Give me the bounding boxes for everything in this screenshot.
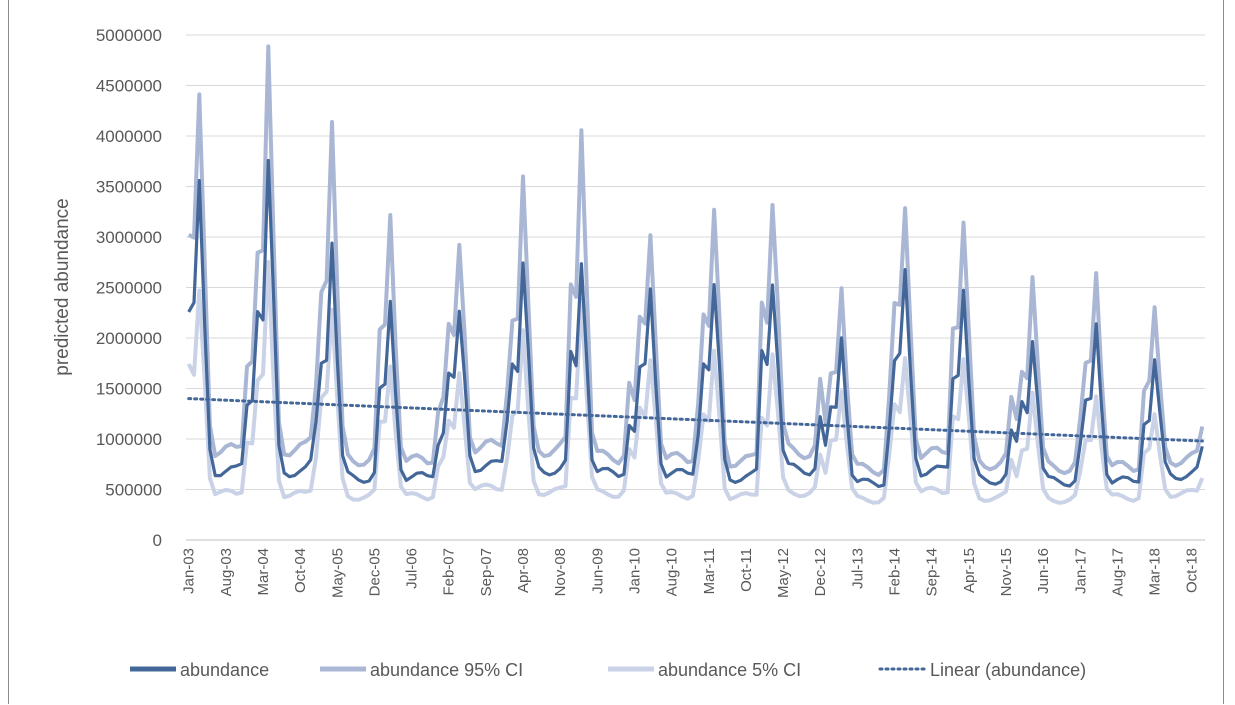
x-tick-label: Oct-18 bbox=[1184, 548, 1201, 593]
x-tick-label: Oct-04 bbox=[292, 548, 309, 593]
y-axis-label: predicted abundance bbox=[52, 198, 73, 375]
series-line-abundance-5-ci bbox=[186, 260, 1205, 505]
x-tick-label: May-05 bbox=[329, 548, 346, 598]
x-tick-label: Mar-04 bbox=[255, 548, 272, 596]
y-tick-label: 5000000 bbox=[96, 26, 162, 45]
y-tick-label: 4000000 bbox=[96, 127, 162, 146]
x-tick-label: Oct-11 bbox=[738, 548, 755, 592]
x-tick-label: Jun-16 bbox=[1035, 548, 1052, 594]
y-tick-label: 0 bbox=[153, 531, 162, 550]
y-axis-ticks: 0 500000 1000000 1500000 2000000 2500000 30000… bbox=[96, 26, 162, 550]
y-tick-label: 1500000 bbox=[96, 380, 162, 399]
series-lines bbox=[186, 44, 1205, 505]
y-tick-label: 2500000 bbox=[96, 279, 162, 298]
x-axis-ticks: Jan-03 Aug-03 Mar-04 Oct-04 May-05 Dec-05 Jul-… bbox=[181, 548, 1201, 598]
x-tick-label: Jul-13 bbox=[849, 548, 866, 589]
legend-label: abundance bbox=[180, 660, 269, 680]
x-tick-label: Nov-15 bbox=[998, 548, 1015, 596]
x-tick-label: Aug-03 bbox=[218, 548, 235, 596]
y-tick-label: 2000000 bbox=[96, 329, 162, 348]
y-tick-label: 1000000 bbox=[96, 430, 162, 449]
x-tick-label: Jan-10 bbox=[626, 548, 643, 594]
x-tick-label: Mar-11 bbox=[701, 548, 718, 594]
x-tick-label: Dec-12 bbox=[812, 548, 829, 596]
legend-label: Linear (abundance) bbox=[930, 660, 1086, 680]
x-tick-label: Sep-07 bbox=[478, 548, 495, 596]
legend: abundance abundance 95% CI abundance 5% CI… bbox=[130, 660, 1086, 680]
chart-frame bbox=[8, 0, 1224, 704]
x-tick-label: Aug-10 bbox=[664, 548, 681, 596]
x-tick-label: Nov-08 bbox=[552, 548, 569, 596]
x-tick-label: Dec-05 bbox=[366, 548, 383, 596]
legend-label: abundance 95% CI bbox=[370, 660, 523, 680]
x-tick-label: Jul-06 bbox=[404, 548, 421, 589]
x-tick-label: Sep-14 bbox=[924, 548, 941, 596]
x-tick-label: Mar-18 bbox=[1147, 548, 1164, 596]
x-tick-label: Apr-15 bbox=[961, 548, 978, 593]
y-tick-label: 500000 bbox=[105, 481, 162, 500]
x-tick-label: Feb-07 bbox=[441, 548, 458, 596]
series-line-abundance-95-ci bbox=[187, 44, 1205, 477]
y-tick-label: 3000000 bbox=[96, 228, 162, 247]
legend-label: abundance 5% CI bbox=[658, 660, 801, 680]
series-line-abundance bbox=[187, 158, 1204, 489]
x-tick-label: Feb-14 bbox=[887, 548, 904, 596]
x-tick-label: Jan-03 bbox=[181, 548, 198, 594]
y-tick-label: 3500000 bbox=[96, 178, 162, 197]
x-tick-label: Apr-08 bbox=[515, 548, 532, 593]
x-tick-label: Jun-09 bbox=[589, 548, 606, 594]
x-tick-label: Aug-17 bbox=[1109, 548, 1126, 596]
y-tick-label: 4500000 bbox=[96, 77, 162, 96]
series-line-linear-trend bbox=[187, 397, 1204, 443]
x-tick-label: Jan-17 bbox=[1072, 548, 1089, 594]
x-tick-label: May-12 bbox=[775, 548, 792, 598]
